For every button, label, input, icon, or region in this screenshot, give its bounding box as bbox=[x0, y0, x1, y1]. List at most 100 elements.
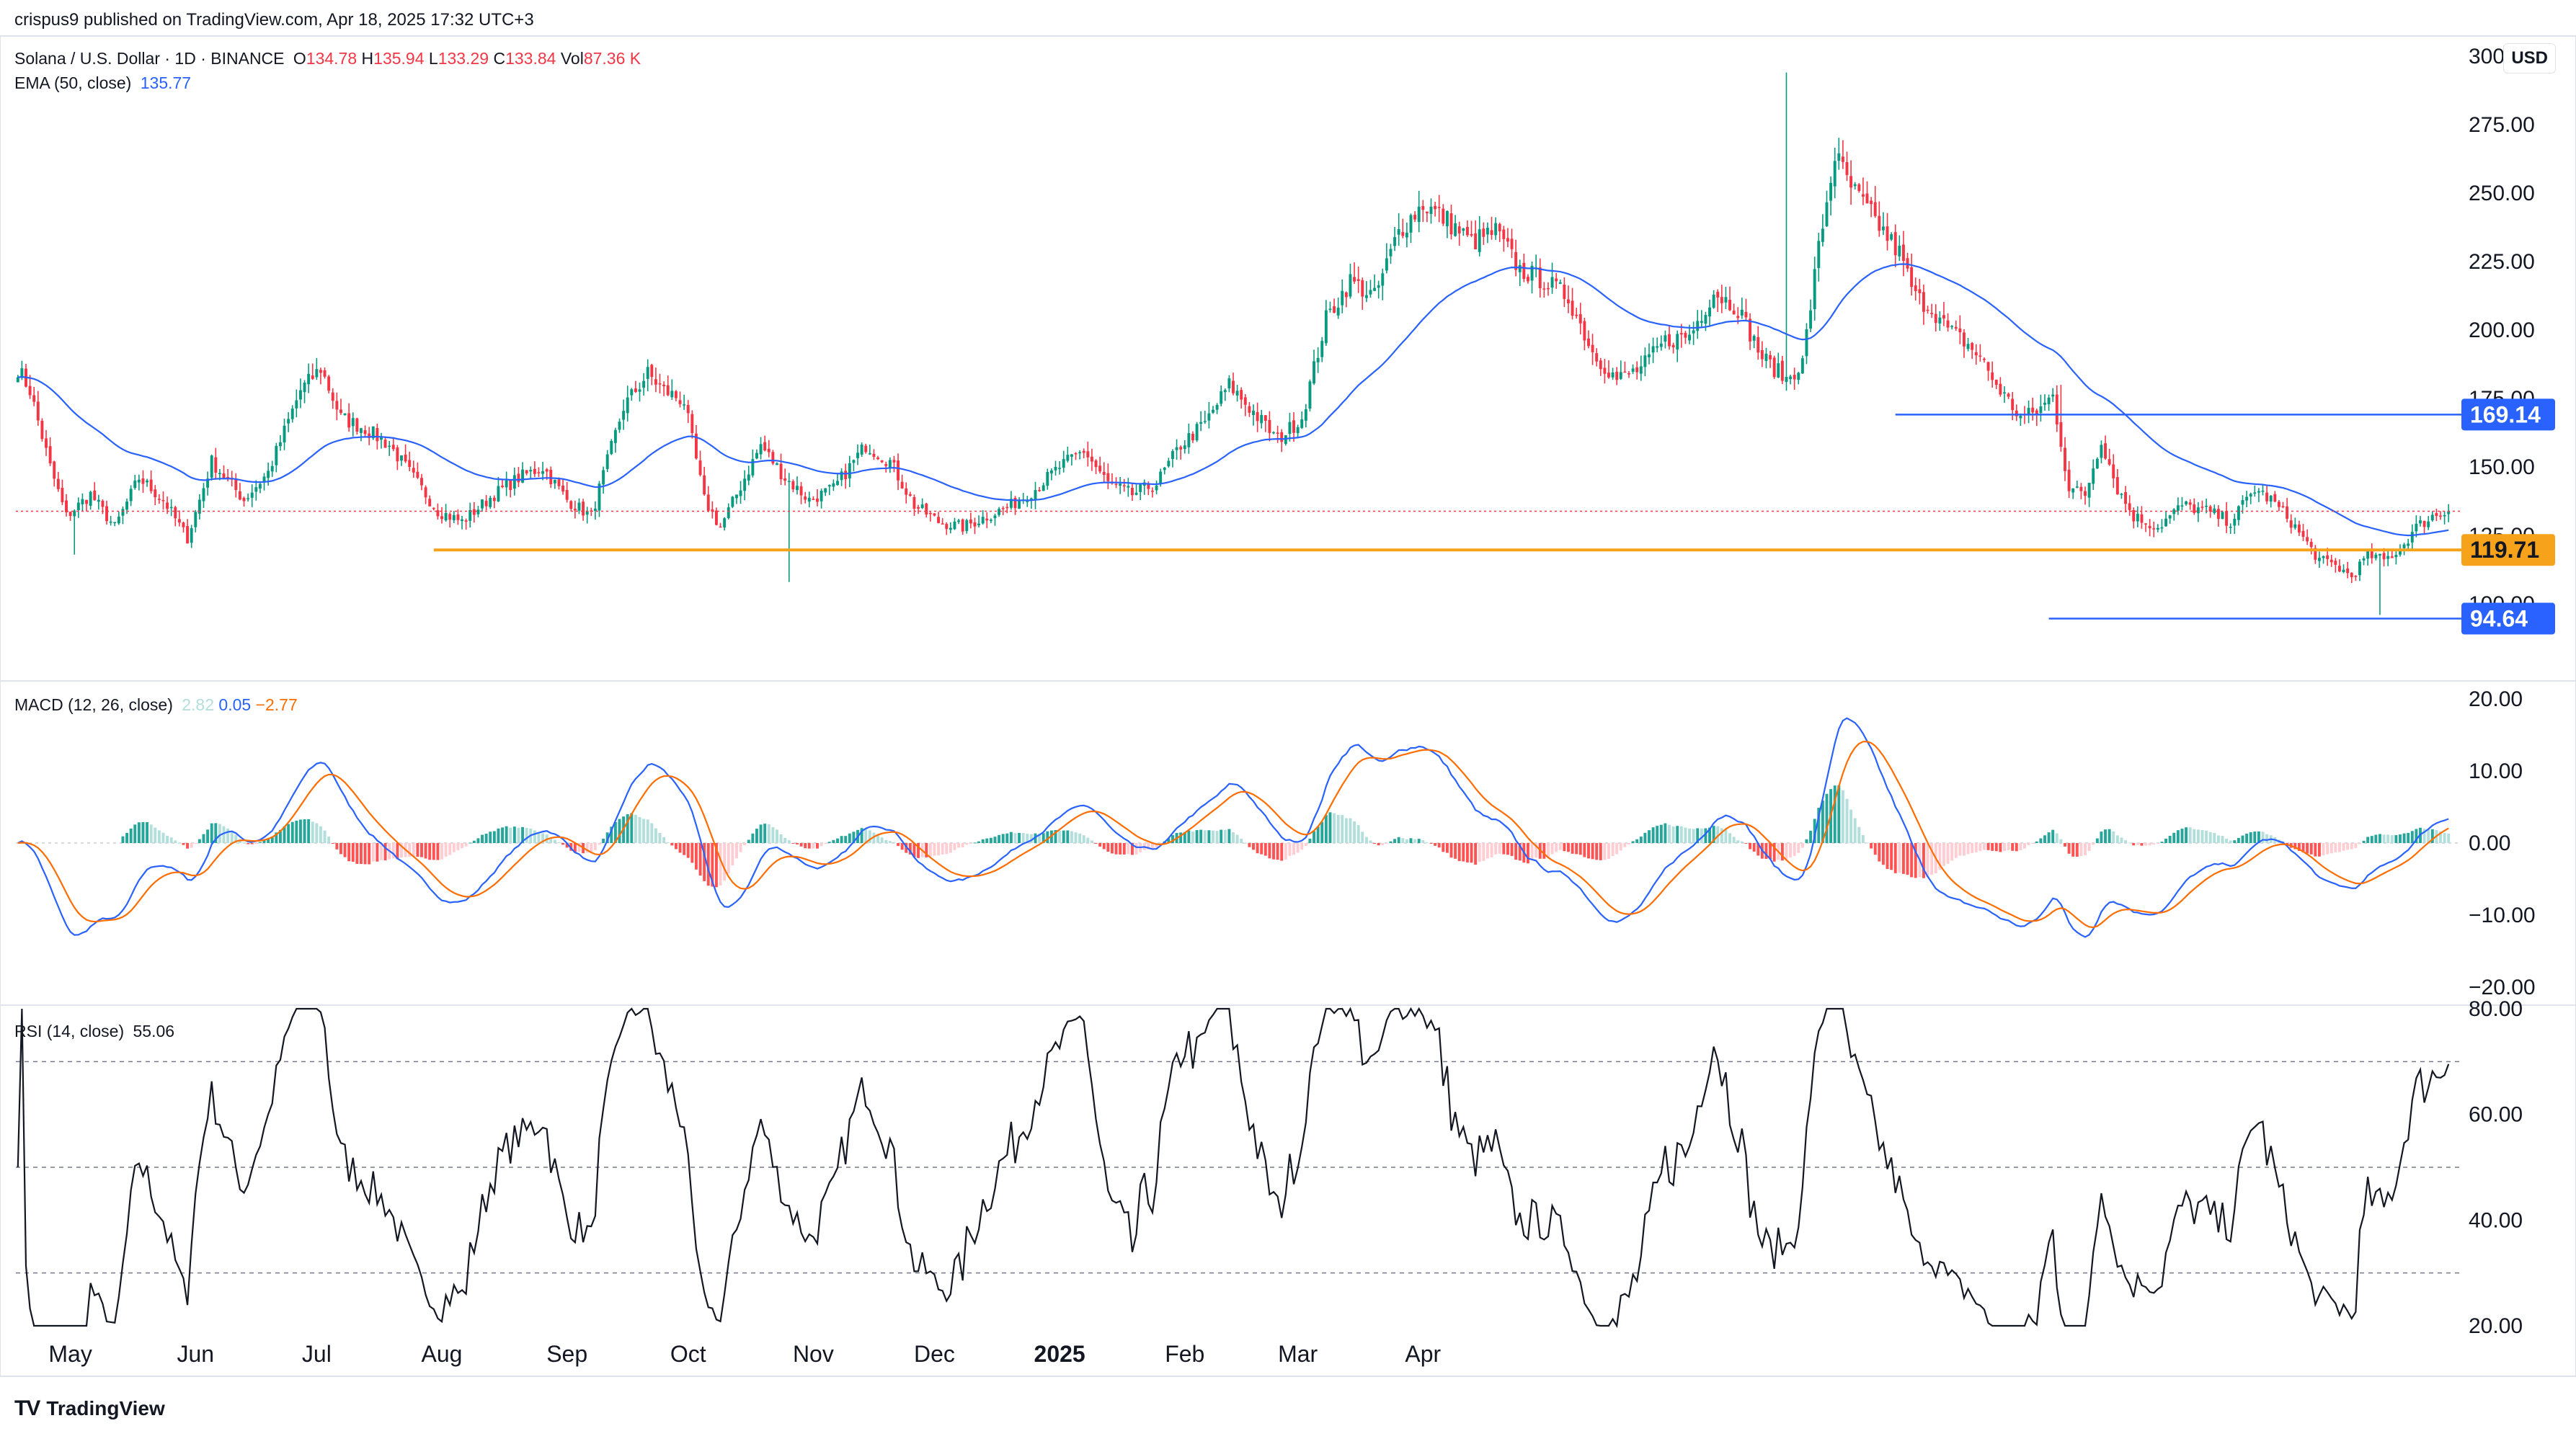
macd-histogram-bar bbox=[876, 834, 879, 843]
candle-body bbox=[194, 512, 197, 527]
macd-histogram-bar bbox=[166, 835, 169, 843]
candle-body bbox=[1999, 383, 2002, 395]
candle-body bbox=[190, 528, 193, 543]
macd-histogram-bar bbox=[993, 837, 997, 843]
candle-body bbox=[989, 520, 992, 522]
candle-body bbox=[872, 453, 876, 457]
candle-body bbox=[1106, 473, 1110, 481]
macd-histogram-bar bbox=[945, 843, 949, 855]
candle-body bbox=[1341, 290, 1344, 306]
candle-body bbox=[283, 425, 286, 443]
candle-body bbox=[2136, 514, 2139, 522]
candle-body bbox=[1526, 277, 1529, 282]
macd-histogram-bar bbox=[391, 843, 395, 859]
macd-histogram-bar bbox=[1098, 843, 1102, 847]
candle-body bbox=[1805, 329, 1808, 357]
macd-histogram-bar bbox=[711, 843, 714, 887]
macd-histogram-bar bbox=[2003, 843, 2006, 852]
macd-histogram-bar bbox=[396, 843, 399, 860]
candle-body bbox=[512, 475, 516, 489]
candle-body bbox=[905, 488, 908, 495]
candle-body bbox=[456, 514, 460, 520]
macd-histogram-bar bbox=[242, 842, 246, 844]
macd-histogram-bar bbox=[1268, 843, 1271, 859]
macd-histogram-bar bbox=[1405, 839, 1408, 843]
macd-histogram-bar bbox=[1445, 843, 1449, 853]
macd-histogram-bar bbox=[254, 843, 258, 844]
candle-body bbox=[2281, 506, 2285, 508]
macd-histogram-bar bbox=[2087, 843, 2091, 852]
candle-body bbox=[779, 463, 783, 480]
candle-body bbox=[2039, 406, 2043, 414]
candle-body bbox=[2035, 410, 2038, 416]
candle-body bbox=[2148, 525, 2151, 529]
macd-histogram-bar bbox=[210, 823, 213, 843]
macd-histogram-bar bbox=[1724, 829, 1728, 843]
macd-histogram-bar bbox=[1292, 843, 1295, 855]
macd-histogram-bar bbox=[1389, 841, 1393, 843]
candle-body bbox=[1353, 277, 1356, 282]
macd-histogram-bar bbox=[489, 832, 492, 843]
candle-body bbox=[577, 502, 581, 511]
candle-body bbox=[2273, 494, 2277, 502]
macd-histogram-bar bbox=[1034, 833, 1037, 843]
macd-histogram-bar bbox=[1639, 837, 1643, 843]
candle-body bbox=[2115, 477, 2119, 495]
macd-histogram-bar bbox=[214, 823, 218, 843]
macd-histogram-bar bbox=[598, 843, 601, 845]
candle-body bbox=[2435, 513, 2438, 517]
time-axis-tick: Jun bbox=[177, 1341, 214, 1367]
candle-body bbox=[1934, 313, 1937, 324]
candle-body bbox=[1749, 318, 1752, 342]
macd-histogram-bar bbox=[537, 832, 541, 843]
candle-body bbox=[355, 418, 359, 432]
macd-histogram-bar bbox=[868, 830, 871, 843]
candle-body bbox=[1203, 421, 1207, 422]
macd-histogram-bar bbox=[2245, 833, 2249, 843]
macd-histogram-bar bbox=[2031, 843, 2035, 844]
macd-histogram-bar bbox=[2317, 843, 2321, 857]
candle-body bbox=[1049, 470, 1053, 473]
price-level-label: 169.14 bbox=[2470, 401, 2541, 427]
macd-histogram-bar bbox=[1114, 843, 1118, 855]
candle-body bbox=[1886, 226, 1889, 241]
candle-body bbox=[182, 522, 185, 527]
macd-histogram-bar bbox=[674, 843, 678, 850]
macd-histogram-bar bbox=[1252, 843, 1255, 850]
candle-body bbox=[2124, 491, 2128, 504]
macd-histogram-bar bbox=[892, 842, 896, 843]
macd-histogram-bar bbox=[1873, 843, 1877, 855]
candle-body bbox=[1070, 454, 1073, 457]
candle-body bbox=[993, 515, 997, 519]
macd-histogram-bar bbox=[1243, 842, 1247, 844]
macd-histogram-bar bbox=[1769, 843, 1772, 860]
candle-body bbox=[1134, 492, 1138, 495]
candle-body bbox=[2019, 416, 2022, 419]
price-axis-tick: 250.00 bbox=[2469, 182, 2535, 205]
candle-body bbox=[1659, 343, 1663, 347]
macd-histogram-bar bbox=[1837, 785, 1841, 843]
candle-body bbox=[678, 400, 682, 404]
macd-histogram-bar bbox=[428, 843, 432, 860]
macd-histogram-bar bbox=[549, 838, 553, 843]
macd-histogram-bar bbox=[1134, 843, 1138, 855]
price-level-label: 119.71 bbox=[2470, 537, 2539, 563]
symbol-title: Solana / U.S. Dollar · 1D · BINANCE bbox=[14, 49, 285, 68]
candle-body bbox=[505, 480, 508, 488]
candle-body bbox=[998, 509, 1001, 515]
candle-body bbox=[787, 481, 791, 483]
candle-body bbox=[1114, 483, 1118, 486]
currency-badge[interactable]: USD bbox=[2503, 43, 2556, 73]
macd-histogram-bar bbox=[1772, 843, 1776, 862]
volume-value: 87.36 K bbox=[583, 49, 641, 68]
candle-body bbox=[973, 522, 977, 527]
macd-histogram-bar bbox=[590, 843, 593, 852]
macd-histogram-bar bbox=[1510, 843, 1514, 856]
macd-histogram-bar bbox=[2047, 832, 2051, 843]
macd-histogram-bar bbox=[2261, 832, 2265, 843]
candle-body bbox=[267, 471, 270, 478]
candle-body bbox=[727, 507, 730, 518]
rsi-legend: RSI (14, close) 55.06 bbox=[14, 1022, 174, 1041]
macd-histogram-bar bbox=[981, 839, 985, 843]
